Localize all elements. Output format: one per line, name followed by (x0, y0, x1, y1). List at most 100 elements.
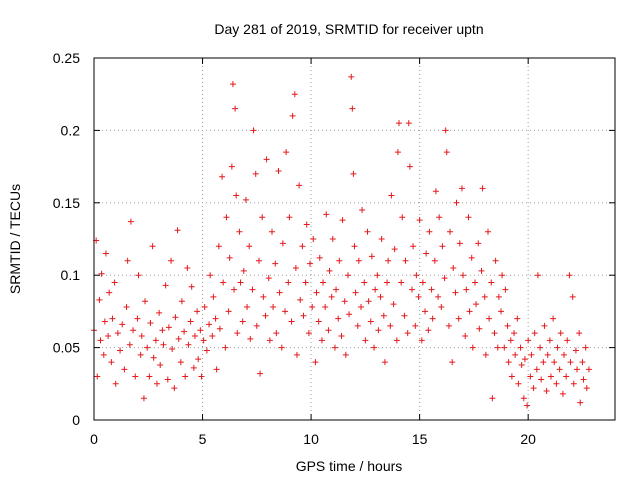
y-axis-label: SRMTID / TECUs (7, 184, 23, 294)
data-point (222, 344, 229, 351)
data-point (302, 279, 309, 286)
data-point (447, 228, 454, 235)
data-point (393, 337, 400, 344)
data-point (270, 304, 277, 311)
data-point (296, 182, 303, 189)
data-point (359, 207, 366, 214)
x-tick-label: 20 (520, 431, 536, 447)
data-point (425, 327, 432, 334)
data-point (117, 347, 124, 354)
data-point (240, 267, 247, 274)
data-point (137, 351, 144, 358)
data-point (220, 279, 227, 286)
data-point (564, 337, 571, 344)
data-point (322, 304, 329, 311)
data-point (396, 120, 403, 127)
data-point (168, 257, 175, 264)
data-point (286, 214, 293, 221)
data-point (265, 275, 272, 282)
data-point (130, 327, 137, 334)
data-point (109, 315, 116, 322)
data-point (350, 170, 357, 177)
data-point (491, 330, 498, 337)
data-point (515, 380, 522, 387)
data-point (150, 354, 157, 361)
data-point (135, 272, 142, 279)
data-point (272, 260, 279, 267)
data-point (541, 322, 548, 329)
data-point (206, 321, 213, 328)
data-point (105, 333, 112, 340)
data-point (178, 298, 185, 305)
data-point (215, 243, 222, 250)
data-point (563, 373, 570, 380)
data-point (198, 373, 205, 380)
data-point (481, 293, 488, 300)
y-tick-label: 0.05 (53, 340, 80, 356)
data-point (297, 296, 304, 303)
data-point (530, 385, 537, 392)
data-point (415, 293, 422, 300)
data-point (111, 279, 118, 286)
data-point (326, 267, 333, 274)
data-point (404, 330, 411, 337)
y-axis-ticks: 0 0.05 0.1 0.15 0.2 0.25 (53, 50, 615, 428)
data-point (140, 395, 147, 402)
data-point (335, 315, 342, 322)
data-point (305, 330, 312, 337)
data-point (349, 105, 356, 112)
data-point (365, 298, 372, 305)
data-point (441, 275, 448, 282)
data-point (283, 149, 290, 156)
data-point (97, 337, 104, 344)
data-point (156, 309, 163, 316)
data-point (234, 330, 241, 337)
data-point (428, 286, 435, 293)
data-point (367, 318, 374, 325)
data-point (239, 318, 246, 325)
data-point (486, 315, 493, 322)
data-point (338, 333, 345, 340)
data-point (456, 240, 463, 247)
data-point (149, 243, 156, 250)
data-point (279, 240, 286, 247)
data-point (432, 188, 439, 195)
data-point (212, 315, 219, 322)
data-point (233, 192, 240, 199)
data-point (223, 214, 230, 221)
data-point (507, 337, 514, 344)
data-point (310, 236, 317, 242)
data-point (169, 346, 176, 353)
data-point (165, 324, 172, 331)
data-point (315, 318, 322, 325)
data-point (385, 257, 392, 264)
data-point (216, 325, 223, 332)
data-point (514, 315, 521, 322)
data-point (429, 315, 436, 322)
data-point (278, 344, 285, 351)
data-point (553, 380, 560, 387)
data-point (547, 373, 554, 380)
data-point (406, 163, 413, 170)
data-point (422, 308, 429, 315)
data-point (544, 351, 551, 358)
data-point (288, 318, 295, 325)
data-point (228, 163, 235, 170)
data-point (309, 304, 316, 311)
y-tick-label: 0.1 (61, 267, 81, 283)
data-point (583, 385, 590, 392)
data-point (460, 272, 467, 279)
data-point (354, 322, 361, 329)
data-point (380, 312, 387, 319)
data-point (231, 286, 238, 293)
data-point (247, 335, 254, 342)
data-point (554, 344, 561, 351)
data-point (537, 344, 544, 351)
data-point (512, 351, 519, 358)
data-point (511, 330, 518, 337)
data-point (121, 366, 128, 373)
data-point (453, 199, 460, 206)
data-point (325, 327, 332, 334)
data-point (323, 211, 330, 218)
data-point (182, 373, 189, 380)
